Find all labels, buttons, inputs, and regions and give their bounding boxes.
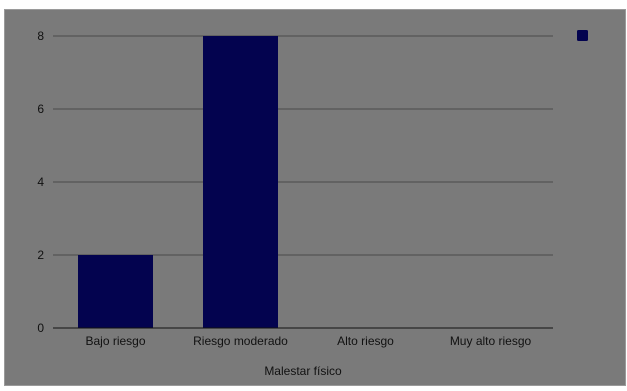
category-label: Riesgo moderado	[193, 334, 288, 348]
category-label: Muy alto riesgo	[450, 334, 532, 348]
y-tick-label: 2	[37, 248, 44, 262]
bar-0	[78, 255, 153, 328]
gridlines	[53, 35, 553, 256]
y-tick-label: 4	[37, 175, 44, 189]
y-tick-label: 8	[37, 29, 44, 43]
category-label: Bajo riesgo	[85, 334, 145, 348]
y-tick-label: 0	[37, 321, 44, 335]
bar-1	[203, 36, 278, 328]
category-labels: Bajo riesgo Riesgo moderado Alto riesgo Muy…	[85, 334, 531, 348]
legend-swatch	[577, 30, 588, 41]
category-label: Alto riesgo	[337, 334, 394, 348]
y-tick-label: 6	[37, 102, 44, 116]
y-tick-labels: 0 2 4 6 8	[37, 29, 44, 335]
x-axis-title: Malestar físico	[264, 364, 342, 378]
bars	[78, 36, 278, 328]
legend	[577, 30, 588, 41]
